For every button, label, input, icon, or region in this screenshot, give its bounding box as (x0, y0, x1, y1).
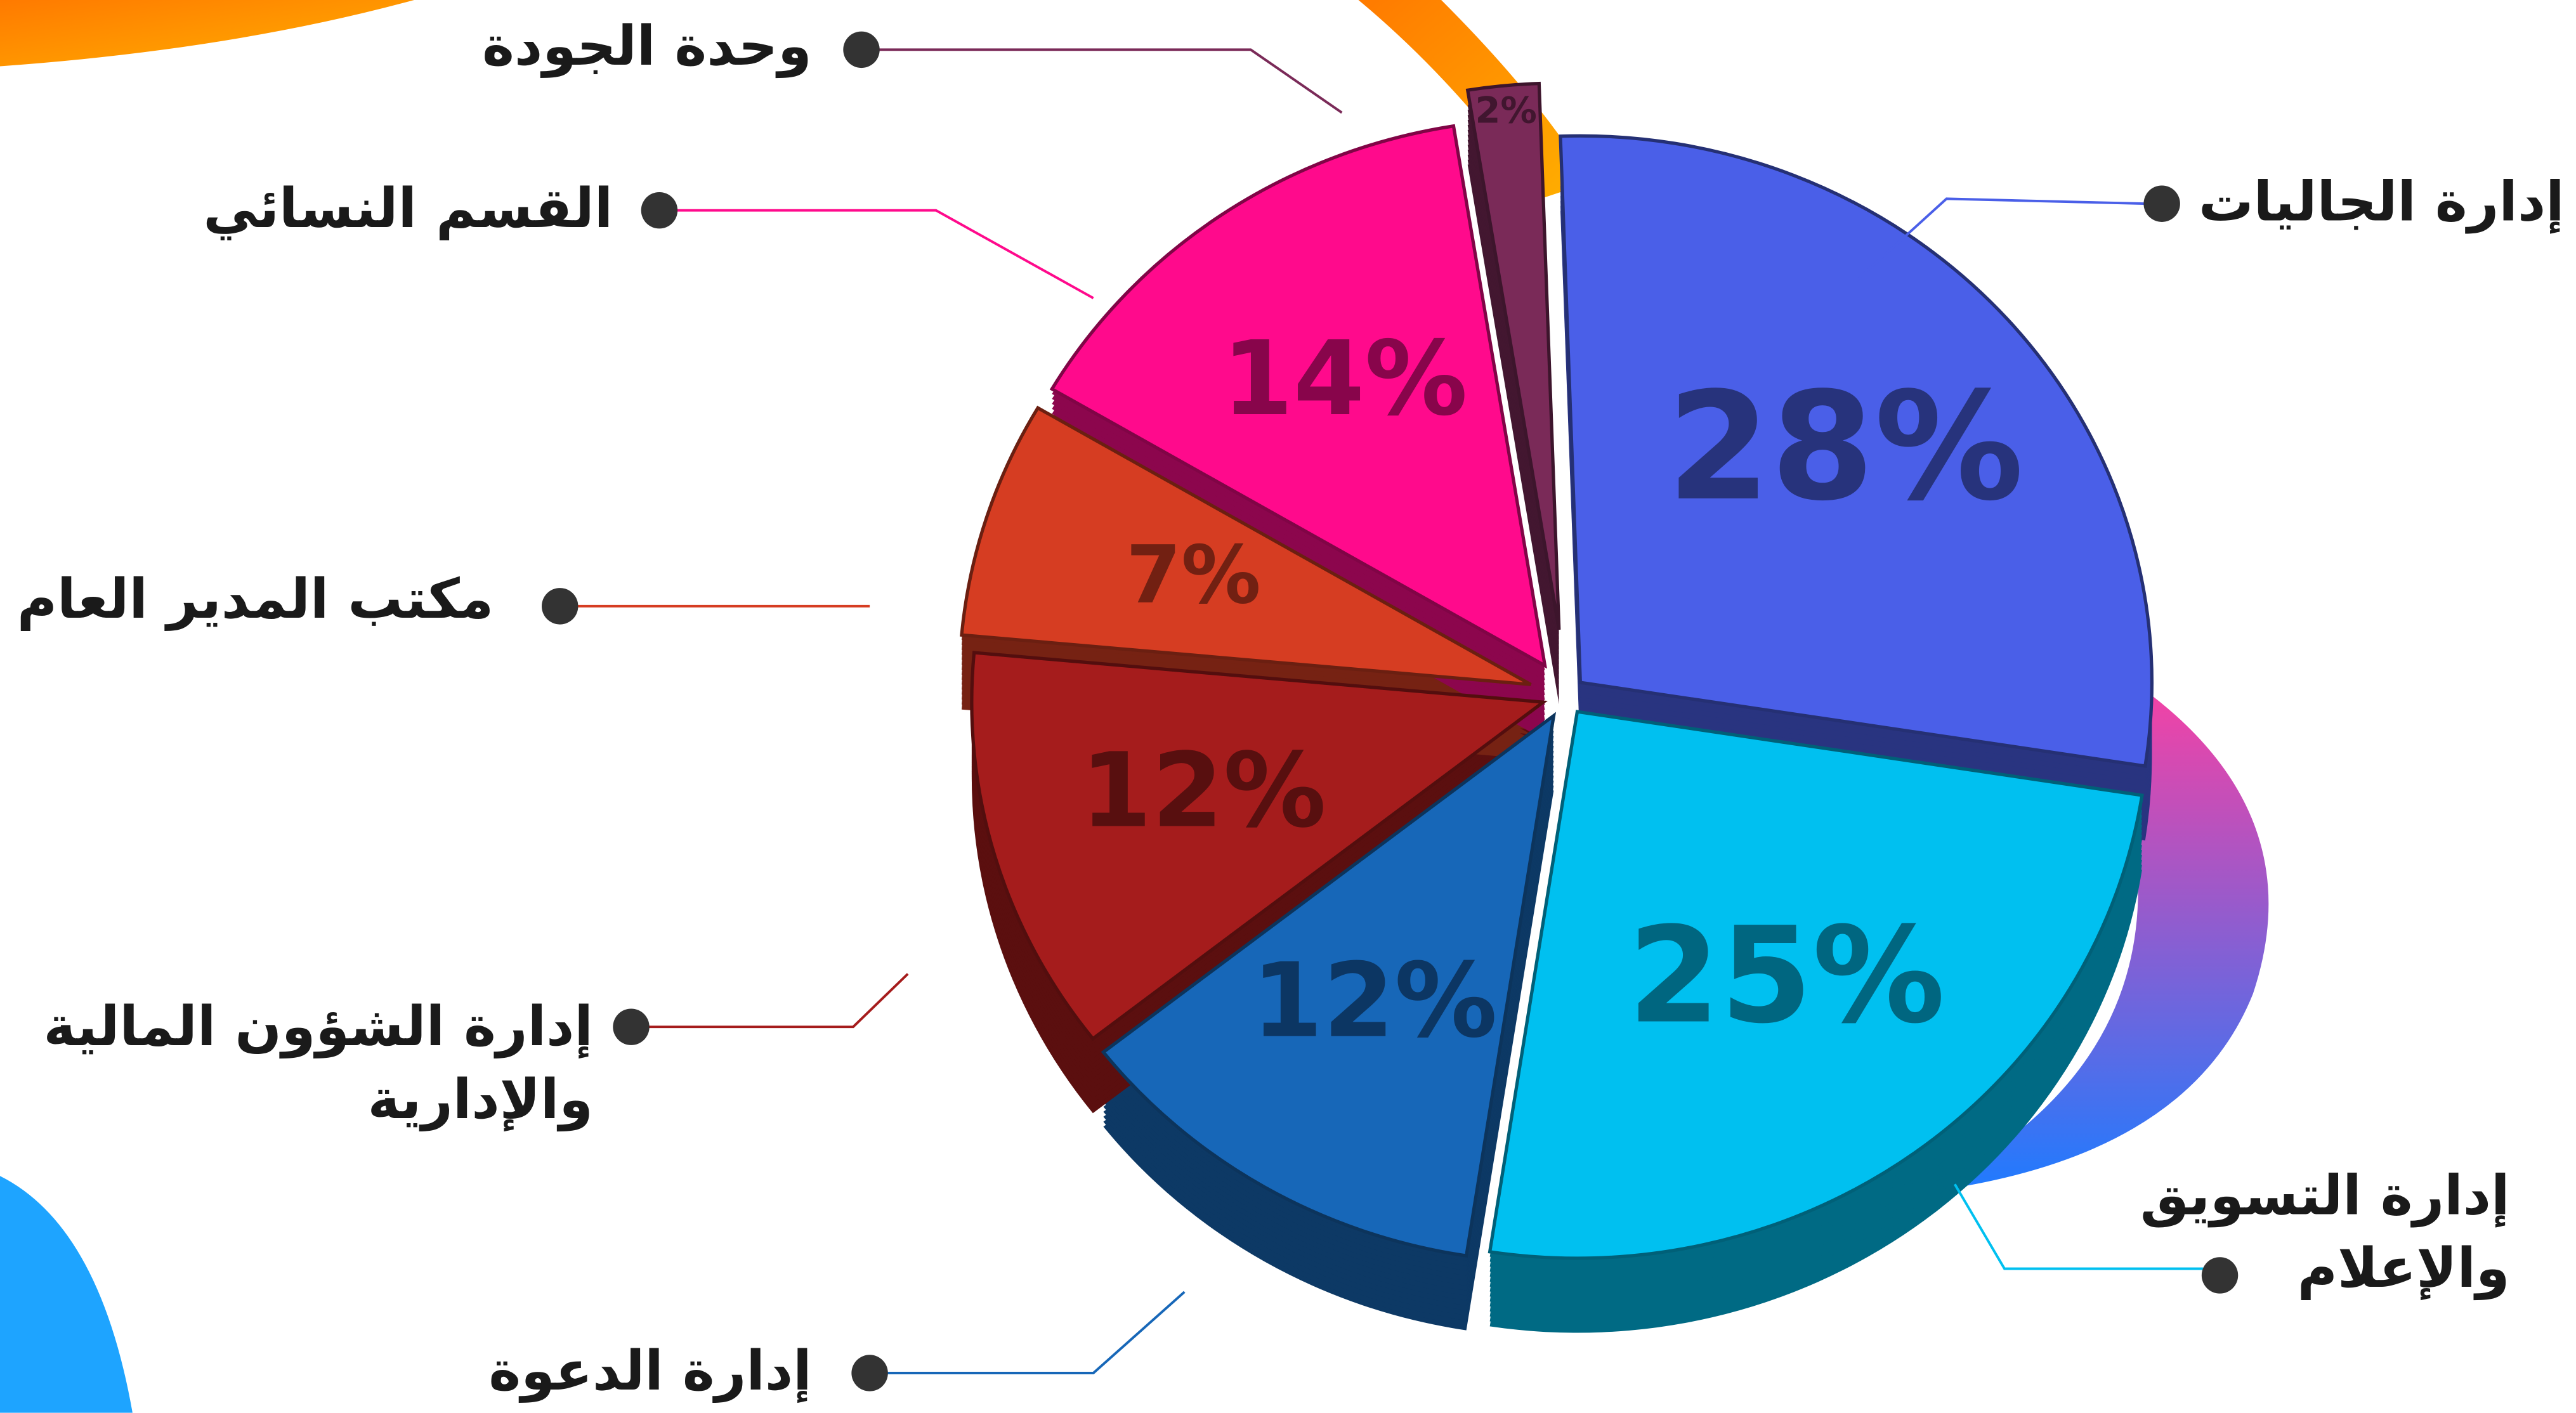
slice (970, 651, 1548, 1041)
value-label: 25% (1628, 899, 1945, 1053)
category-label: إدارة الجاليات (2199, 169, 2565, 234)
legend-dot (641, 192, 678, 229)
category-label: إدارة التسويق والإعلام (2140, 1162, 2510, 1301)
category-label: مكتب المدير العام (16, 566, 494, 632)
leader-line (646, 973, 909, 1029)
leader-line (886, 1291, 1186, 1374)
legend-dot (541, 588, 579, 625)
value-label: 14% (1222, 320, 1468, 439)
value-label: 28% (1667, 361, 2024, 534)
leader-line (1953, 1183, 2204, 1270)
slice (1465, 81, 1561, 630)
legend-dot (2201, 1257, 2239, 1294)
leader-line (1854, 197, 2147, 283)
value-label: 12% (1080, 731, 1326, 850)
leader-line (676, 209, 1094, 299)
category-label: إدارة الدعوة (488, 1338, 812, 1403)
category-label: إدارة الشؤون المالية والإدارية (43, 993, 593, 1131)
slice (1101, 712, 1557, 1258)
decor-swoosh (0, 0, 414, 67)
value-label: 2% (1475, 89, 1537, 132)
category-label: وحدة الجودة (482, 13, 812, 78)
slice (1487, 710, 2144, 1260)
legend-dot (843, 31, 880, 68)
value-label: 12% (1252, 942, 1498, 1061)
legend-dot (613, 1008, 650, 1045)
legend-dot (2143, 185, 2180, 222)
slice (1049, 124, 1547, 669)
value-label: 7% (1126, 529, 1261, 622)
category-label: القسم النسائي (203, 175, 613, 240)
decor-swoosh (1921, 662, 2269, 1193)
decor-swoosh (0, 1176, 133, 1413)
leader-line (878, 48, 1343, 114)
slice (1559, 134, 2154, 768)
legend-dot (851, 1355, 888, 1391)
slice (960, 405, 1532, 686)
